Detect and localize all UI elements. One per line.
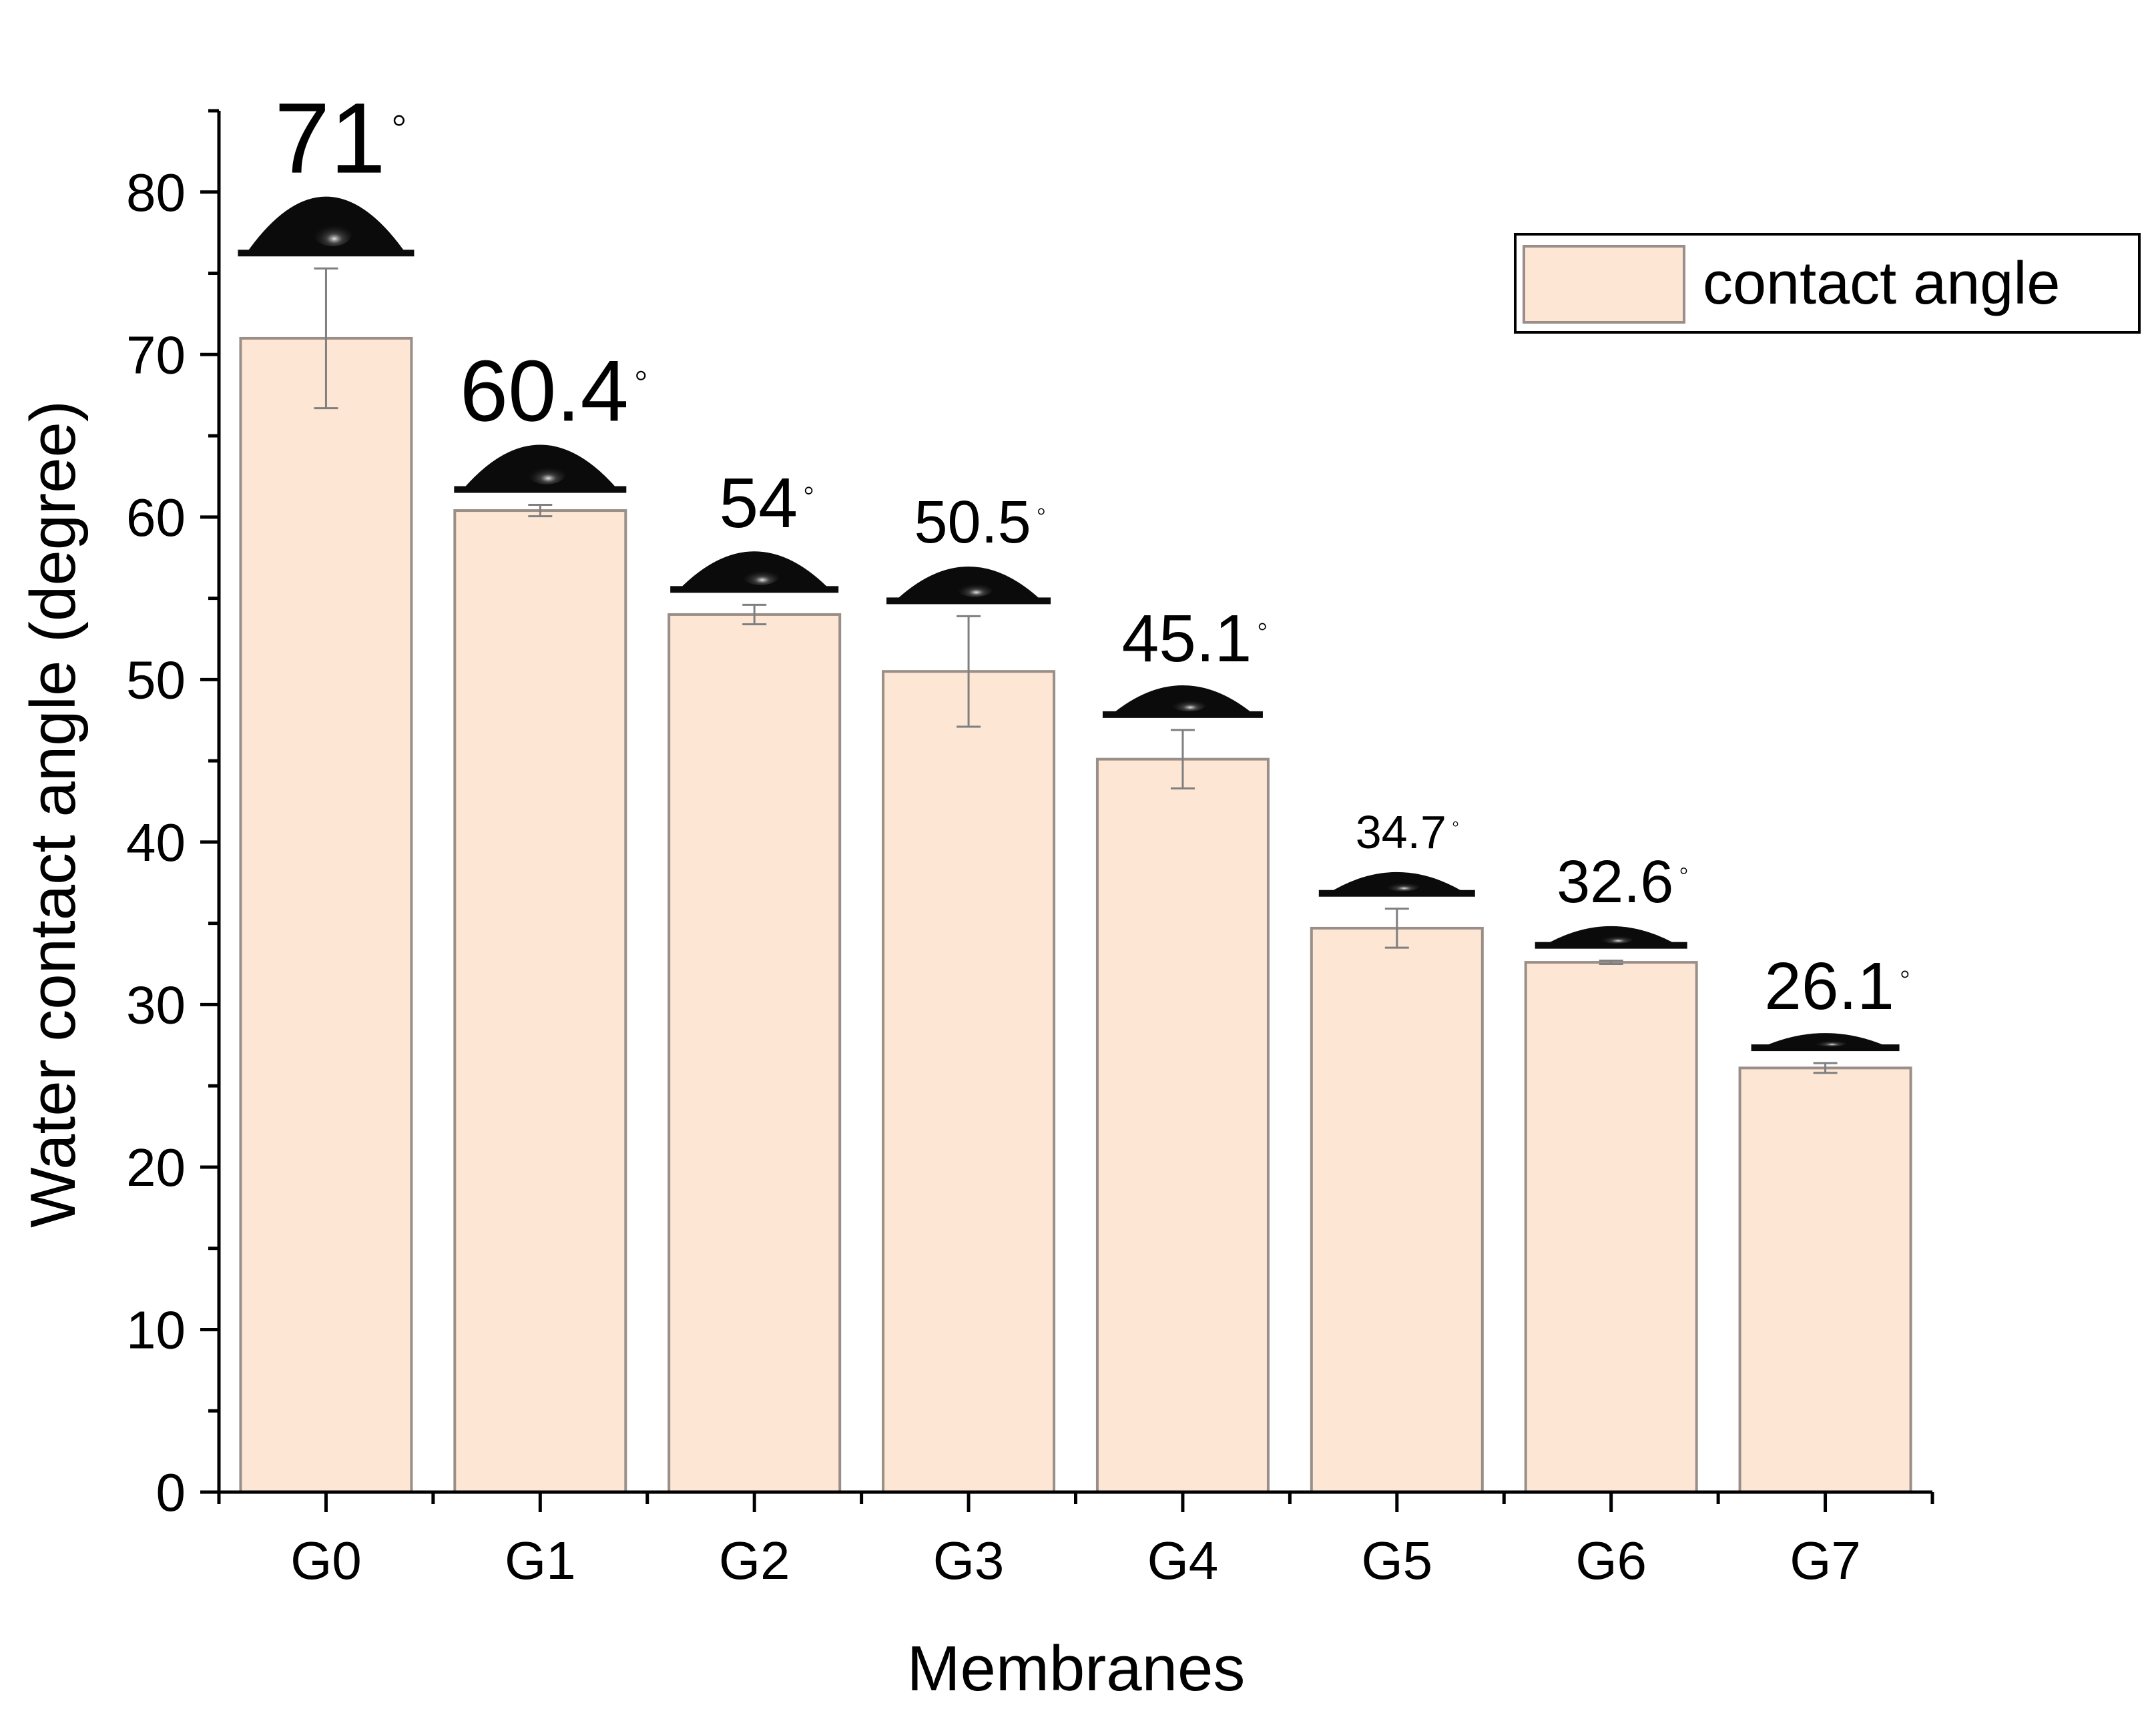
droplet-image-G4	[1102, 685, 1263, 718]
droplet-image-G5	[1318, 872, 1475, 897]
annotation-G6: 32.6	[1557, 849, 1673, 916]
x-axis-title: Membranes	[907, 1633, 1246, 1704]
error-bar-G5	[1384, 908, 1409, 949]
droplet-image-G7	[1751, 1033, 1900, 1052]
x-tick-label-G6: G6	[1575, 1531, 1647, 1590]
bar-G3	[882, 670, 1056, 1493]
y-tick-label: 30	[126, 975, 186, 1034]
error-bar-G2	[742, 603, 767, 626]
y-tick-label: 0	[156, 1463, 186, 1522]
bar-G5	[1310, 926, 1484, 1493]
annotation-degree-symbol: ◦	[1037, 495, 1046, 526]
bar-G4	[1095, 757, 1270, 1493]
droplet-highlight	[957, 581, 993, 597]
bar-G2	[667, 613, 842, 1493]
droplet-highlight	[1600, 934, 1633, 944]
y-tick-label: 80	[126, 163, 186, 222]
error-bar-G7	[1813, 1062, 1838, 1074]
y-tick-label: 50	[126, 650, 186, 709]
y-tick-label: 40	[126, 813, 186, 872]
bar-G6	[1524, 961, 1698, 1493]
annotations-layer: 71 ◦60.4 ◦54 ◦ 50.5 ◦45.1 ◦34.7 ◦32.6 ◦26.1 ◦	[274, 82, 1910, 1024]
annotation-G3: 50.5	[914, 489, 1031, 556]
error-bar-G1	[528, 504, 553, 518]
droplet-highlight	[313, 221, 352, 247]
y-tick-label: 60	[126, 488, 186, 547]
error-bar-G6	[1599, 960, 1623, 966]
droplet-highlight	[527, 464, 565, 484]
x-tick-label-G5: G5	[1361, 1531, 1432, 1590]
error-bar-G4	[1170, 729, 1195, 790]
annotation-G0: 71	[274, 82, 386, 194]
x-tick-label-G3: G3	[933, 1531, 1005, 1590]
bar-G1	[453, 509, 627, 1493]
y-axis-title: Water contact angle (degree)	[17, 400, 89, 1228]
y-tick-label: 70	[126, 325, 186, 384]
droplet-highlight	[1814, 1040, 1847, 1047]
bar-G7	[1738, 1066, 1912, 1493]
bar-G0	[239, 336, 413, 1493]
droplet-image-G0	[238, 196, 415, 257]
annotation-degree-symbol: ◦	[1679, 855, 1688, 886]
annotation-degree-symbol: ◦	[634, 353, 648, 396]
annotation-degree-symbol: ◦	[1900, 956, 1910, 990]
annotation-degree-symbol: ◦	[1452, 811, 1459, 835]
droplet-highlight	[1386, 882, 1420, 892]
error-bar-G0	[314, 267, 338, 410]
droplet-image-G6	[1535, 926, 1687, 949]
x-tick-label-G2: G2	[719, 1531, 790, 1590]
axes: 0 10 20 30 40 50 60 70 80 G0 G1 G2 G3 G4 G5 G6 G7	[126, 109, 1934, 1590]
droplet-image-G3	[886, 567, 1051, 605]
annotation-G5: 34.7	[1356, 806, 1446, 858]
y-tick-label: 10	[126, 1300, 186, 1359]
x-tick-label-G7: G7	[1790, 1531, 1861, 1590]
droplet-images-layer	[238, 196, 1900, 1052]
x-tick-label-G4: G4	[1147, 1531, 1219, 1590]
error-bars-layer	[314, 267, 1838, 1074]
annotation-degree-symbol: ◦	[391, 95, 407, 145]
legend-label: contact angle	[1703, 250, 2060, 317]
y-tick-label: 20	[126, 1138, 186, 1197]
bars-layer	[239, 336, 1912, 1493]
x-tick-label-G1: G1	[505, 1531, 576, 1590]
annotation-G4: 45.1	[1122, 601, 1252, 676]
droplet-highlight	[742, 568, 779, 585]
annotation-G7: 26.1	[1764, 949, 1894, 1024]
annotation-degree-symbol: ◦	[803, 472, 814, 508]
droplet-image-G2	[670, 551, 839, 593]
annotation-G1: 60.4	[460, 342, 629, 439]
error-bar-G3	[957, 615, 981, 728]
droplet-highlight	[1171, 698, 1206, 712]
annotation-degree-symbol: ◦	[1257, 609, 1268, 643]
legend: contact angle	[1514, 233, 2141, 334]
droplet-image-G1	[454, 444, 627, 493]
legend-swatch	[1523, 245, 1685, 324]
annotation-G2: 54	[719, 464, 798, 543]
x-tick-label-G0: G0	[290, 1531, 362, 1590]
